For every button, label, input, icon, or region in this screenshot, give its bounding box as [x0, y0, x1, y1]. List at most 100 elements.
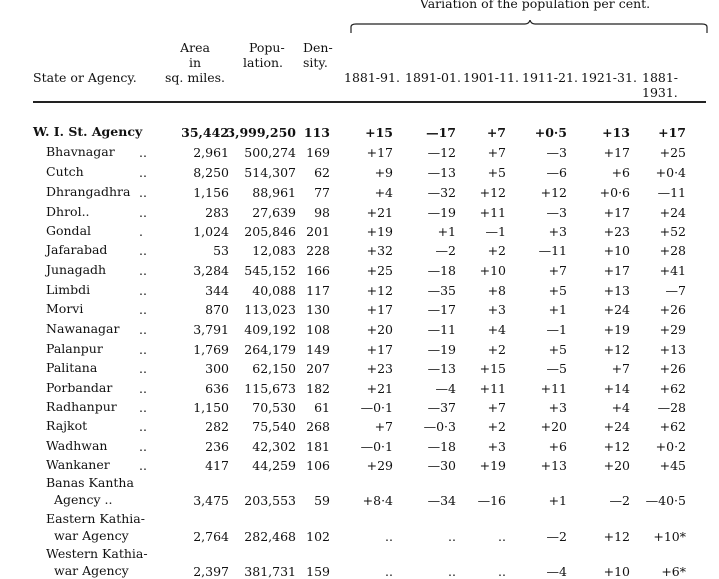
cell-var-1921-31: +10: [603, 243, 630, 258]
cell-var-1891-01: —12: [427, 145, 456, 160]
row-name: Radhanpur: [46, 398, 117, 415]
table-row: Porbandar.. 636 115,673 182 +21 —4 +11 +11 +14 +6…: [0, 377, 719, 396]
cell-var-1911-21: +1: [548, 493, 567, 508]
cell-var-1881-91: —0·1: [360, 439, 393, 454]
cell-var-1911-21: +7: [548, 263, 567, 278]
row-name-line: Rajkot: [46, 418, 88, 433]
header-p6-line: 1931.: [642, 85, 678, 100]
cell-var-1911-21: +5: [548, 342, 567, 357]
cell-var-1881-91: +7: [374, 419, 393, 434]
row-name-line: Cutch: [46, 164, 84, 179]
row-name: Eastern Kathia-war Agency: [46, 510, 145, 544]
cell-var-1921-31: +17: [603, 263, 630, 278]
cell-area: 236: [205, 439, 229, 454]
cell-area: 283: [205, 205, 229, 220]
row-name: Dhrol..: [46, 203, 90, 220]
cell-var-1921-31: +17: [603, 205, 630, 220]
leader-dots: .: [139, 224, 143, 239]
cell-var-1911-21: —4: [546, 564, 567, 579]
row-name-line: W. I. St. Agency: [33, 124, 143, 139]
cell-var-1881-91: —0·1: [360, 400, 393, 415]
cell-area: 1,150: [193, 400, 229, 415]
table-row: Jafarabad.. 53 12,083 228 +32 —2 +2 —11 +10 +28: [0, 239, 719, 258]
cell-population: 545,152: [244, 263, 296, 278]
cell-population: 115,673: [244, 381, 296, 396]
cell-var-1901-11: +7: [487, 400, 506, 415]
cell-var-1911-21: +1: [548, 302, 567, 317]
table-row: Junagadh.. 3,284 545,152 166 +25 —18 +10 +7 +17 +…: [0, 259, 719, 278]
row-name: Junagadh: [46, 261, 106, 278]
cell-area: 1,156: [193, 185, 229, 200]
cell-var-1891-01: —32: [427, 185, 456, 200]
cell-var-1881-91: +15: [365, 125, 393, 140]
cell-var-1921-31: +14: [603, 381, 630, 396]
cell-density: 207: [306, 361, 330, 376]
cell-var-1881-91: +12: [366, 283, 393, 298]
cell-population: 27,639: [252, 205, 296, 220]
leader-dots: ..: [139, 302, 147, 317]
cell-population: 40,088: [252, 283, 296, 298]
cell-density: 201: [306, 224, 330, 239]
cell-area: 3,791: [193, 322, 229, 337]
cell-area: 636: [205, 381, 229, 396]
cell-var-1881-1931: +41: [659, 263, 686, 278]
header-rule: [33, 101, 706, 103]
row-name: Bhavnagar: [46, 143, 115, 160]
cell-var-1891-01: —2: [435, 243, 456, 258]
cell-var-1881-1931: +62: [659, 381, 686, 396]
cell-var-1891-01: ..: [448, 529, 456, 544]
cell-population: 514,307: [244, 165, 296, 180]
header-area-line: in: [188, 55, 202, 70]
row-name-line: Palitana: [46, 360, 98, 375]
cell-var-1921-31: +12: [603, 439, 630, 454]
cell-var-1891-01: ..: [448, 564, 456, 579]
cell-var-1911-21: +12: [540, 185, 567, 200]
table-row: Wankaner.. 417 44,259 106 +29 —30 +19 +13 +20 +45: [0, 454, 719, 473]
cell-var-1891-01: —18: [427, 263, 456, 278]
cell-var-1891-01: +1: [437, 224, 456, 239]
cell-var-1901-11: +12: [479, 185, 506, 200]
leader-dots: ..: [139, 283, 147, 298]
leader-dots: ..: [139, 342, 147, 357]
cell-var-1881-91: +4: [374, 185, 393, 200]
row-name-line: Eastern Kathia-: [46, 511, 145, 526]
cell-area: 3,475: [193, 493, 229, 508]
cell-var-1911-21: —2: [546, 529, 567, 544]
cell-density: 102: [306, 529, 330, 544]
row-name-line: Dhrangadhra: [46, 184, 131, 199]
cell-var-1901-11: ..: [498, 564, 506, 579]
cell-var-1881-91: +23: [366, 361, 393, 376]
cell-population: 88,961: [252, 185, 296, 200]
leader-dots: ..: [139, 263, 147, 278]
cell-var-1921-31: +4: [611, 400, 630, 415]
cell-var-1881-91: +8·4: [362, 493, 393, 508]
cell-var-1881-1931: +0·4: [655, 165, 686, 180]
row-name: Morvi: [46, 300, 83, 317]
leader-dots: ..: [139, 361, 147, 376]
row-name: Banas Kantha Agency ..: [46, 474, 134, 508]
cell-population: 409,192: [244, 322, 296, 337]
cell-var-1891-01: —13: [427, 165, 456, 180]
cell-area: 8,250: [193, 165, 229, 180]
table-row: Rajkot.. 282 75,540 268 +7 —0·3 +2 +20 +24 +62: [0, 415, 719, 434]
cell-population: 70,530: [252, 400, 296, 415]
cell-var-1901-11: +3: [487, 302, 506, 317]
cell-var-1891-01: —0·3: [423, 419, 456, 434]
cell-var-1921-31: +0·6: [599, 185, 630, 200]
cell-var-1891-01: —13: [427, 361, 456, 376]
header-area-line: sq. miles.: [165, 70, 225, 85]
table-row: Eastern Kathia-war Agency 2,764 282,468 102…: [0, 510, 719, 544]
leader-dots: ..: [139, 205, 147, 220]
cell-area: 1,769: [193, 342, 229, 357]
row-name-line: Junagadh: [46, 262, 107, 277]
cell-population: 203,553: [244, 493, 296, 508]
row-name: Limbdi: [46, 281, 90, 298]
cell-var-1881-91: +21: [366, 205, 393, 220]
leader-dots: ..: [139, 243, 147, 258]
header-1921-31: 1921-31.: [581, 70, 637, 85]
cell-var-1901-11: +19: [479, 458, 506, 473]
leader-dots: ..: [139, 381, 147, 396]
header-density: Den- sity.: [303, 40, 333, 70]
cell-population: 75,540: [252, 419, 296, 434]
cell-var-1881-1931: +45: [659, 458, 686, 473]
